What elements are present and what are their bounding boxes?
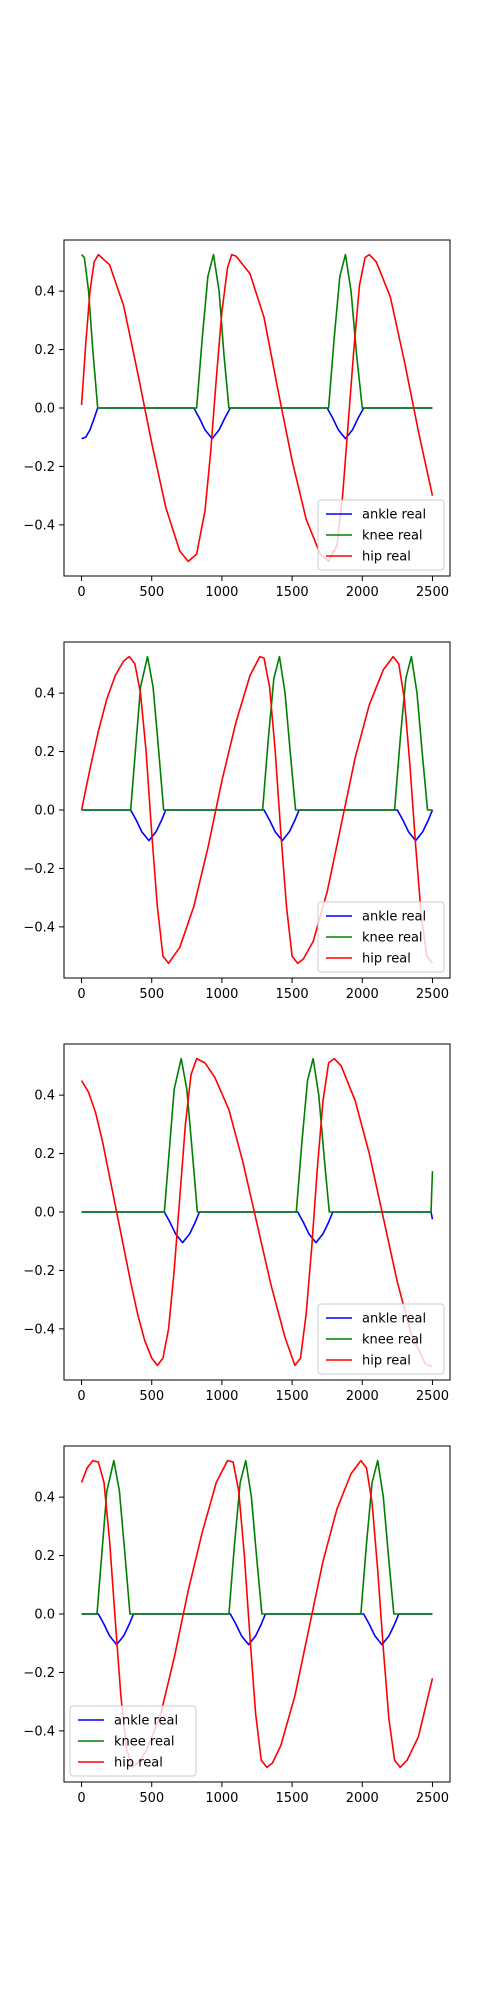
series-line-knee-real bbox=[81, 1057, 434, 1213]
series-group bbox=[80, 1459, 434, 1769]
y-tick-label: −0.2 bbox=[23, 1666, 55, 1681]
y-tick-label: 0.4 bbox=[34, 1491, 55, 1506]
x-tick-label: 2000 bbox=[346, 1389, 379, 1404]
series-line-ankle-real bbox=[81, 1613, 433, 1646]
y-tick-label: −0.4 bbox=[23, 518, 55, 533]
legend-label: hip real bbox=[362, 952, 411, 967]
series-line-hip-real bbox=[80, 253, 434, 563]
x-tick-label: 0 bbox=[77, 987, 85, 1002]
y-tick-label: 0.2 bbox=[34, 1549, 55, 1564]
x-tick-label: 2500 bbox=[416, 1791, 449, 1806]
y-tick-label: −0.4 bbox=[23, 1322, 55, 1337]
legend-label: ankle real bbox=[362, 1312, 426, 1327]
x-tick-label: 2500 bbox=[416, 987, 449, 1002]
legend: ankle real knee real hip real bbox=[317, 1303, 445, 1375]
x-tick-label: 0 bbox=[77, 585, 85, 600]
legend: ankle real knee real hip real bbox=[69, 1705, 197, 1777]
x-tick-label: 1000 bbox=[205, 585, 238, 600]
chart-3: 0 500 1000 1500 2000 2500 −0.4 −0.2 0.0 0.2 0.4 ank… bbox=[23, 1043, 451, 1404]
y-tick-label: 0.4 bbox=[34, 1089, 55, 1104]
y-tick-label: 0.0 bbox=[34, 402, 55, 417]
y-tick-label: −0.4 bbox=[23, 920, 55, 935]
y-tick-label: −0.2 bbox=[23, 460, 55, 475]
x-tick-label: 1500 bbox=[276, 1791, 309, 1806]
legend-box bbox=[69, 1705, 197, 1777]
chart-2: 0 500 1000 1500 2000 2500 −0.4 −0.2 0.0 0.2 0.4 ank… bbox=[23, 641, 451, 1002]
series-group bbox=[80, 655, 434, 965]
series-line-ankle-real bbox=[81, 1211, 434, 1244]
series-group bbox=[80, 253, 434, 563]
y-tick-label: 0.2 bbox=[34, 343, 55, 358]
y-tick-label: 0.4 bbox=[34, 285, 55, 300]
series-line-hip-real bbox=[80, 1459, 434, 1769]
legend-box bbox=[317, 499, 445, 571]
x-tick-label: 1000 bbox=[205, 1791, 238, 1806]
series-group bbox=[80, 1057, 434, 1368]
legend-box bbox=[317, 1303, 445, 1375]
legend-label: ankle real bbox=[362, 910, 426, 925]
x-tick-label: 2000 bbox=[346, 987, 379, 1002]
legend-label: ankle real bbox=[114, 1714, 178, 1729]
series-line-ankle-real bbox=[81, 809, 434, 842]
x-tick-label: 500 bbox=[139, 585, 164, 600]
legend-label: knee real bbox=[362, 931, 423, 946]
x-tick-label: 500 bbox=[139, 1791, 164, 1806]
y-tick-label: −0.2 bbox=[23, 1264, 55, 1279]
series-line-ankle-real bbox=[81, 407, 433, 440]
legend-label: knee real bbox=[362, 1333, 423, 1348]
x-tick-label: 2500 bbox=[416, 585, 449, 600]
legend-label: knee real bbox=[114, 1735, 175, 1750]
series-line-knee-real bbox=[81, 1459, 433, 1615]
legend-label: hip real bbox=[114, 1756, 163, 1771]
legend-label: hip real bbox=[362, 550, 411, 565]
series-line-knee-real bbox=[80, 253, 433, 409]
y-tick-label: 0.0 bbox=[34, 804, 55, 819]
series-line-knee-real bbox=[81, 655, 433, 811]
x-tick-label: 2500 bbox=[416, 1389, 449, 1404]
chart-4: 0 500 1000 1500 2000 2500 −0.4 −0.2 0.0 0.2 0.4 ank… bbox=[23, 1445, 451, 1806]
x-tick-label: 2000 bbox=[346, 1791, 379, 1806]
series-line-hip-real bbox=[80, 1057, 433, 1368]
legend-label: hip real bbox=[362, 1354, 411, 1369]
y-tick-label: 0.0 bbox=[34, 1608, 55, 1623]
x-tick-label: 1000 bbox=[205, 1389, 238, 1404]
x-tick-label: 500 bbox=[139, 987, 164, 1002]
series-line-hip-real bbox=[80, 655, 434, 965]
x-tick-label: 2000 bbox=[346, 585, 379, 600]
y-tick-label: 0.0 bbox=[34, 1206, 55, 1221]
y-tick-label: 0.4 bbox=[34, 687, 55, 702]
legend: ankle real knee real hip real bbox=[317, 499, 445, 571]
x-tick-label: 0 bbox=[77, 1791, 85, 1806]
legend-label: ankle real bbox=[362, 508, 426, 523]
legend-box bbox=[317, 901, 445, 973]
y-tick-label: 0.2 bbox=[34, 745, 55, 760]
y-tick-label: 0.2 bbox=[34, 1147, 55, 1162]
x-tick-label: 1500 bbox=[276, 987, 309, 1002]
x-tick-label: 1500 bbox=[276, 1389, 309, 1404]
chart-1: 0 500 1000 1500 2000 2500 −0.4 −0.2 0.0 0.2 0.4 ank… bbox=[23, 239, 451, 600]
y-tick-label: −0.4 bbox=[23, 1724, 55, 1739]
legend: ankle real knee real hip real bbox=[317, 901, 445, 973]
x-tick-label: 1000 bbox=[205, 987, 238, 1002]
x-tick-label: 0 bbox=[77, 1389, 85, 1404]
legend-label: knee real bbox=[362, 529, 423, 544]
y-tick-label: −0.2 bbox=[23, 862, 55, 877]
x-tick-label: 1500 bbox=[276, 585, 309, 600]
x-tick-label: 500 bbox=[139, 1389, 164, 1404]
